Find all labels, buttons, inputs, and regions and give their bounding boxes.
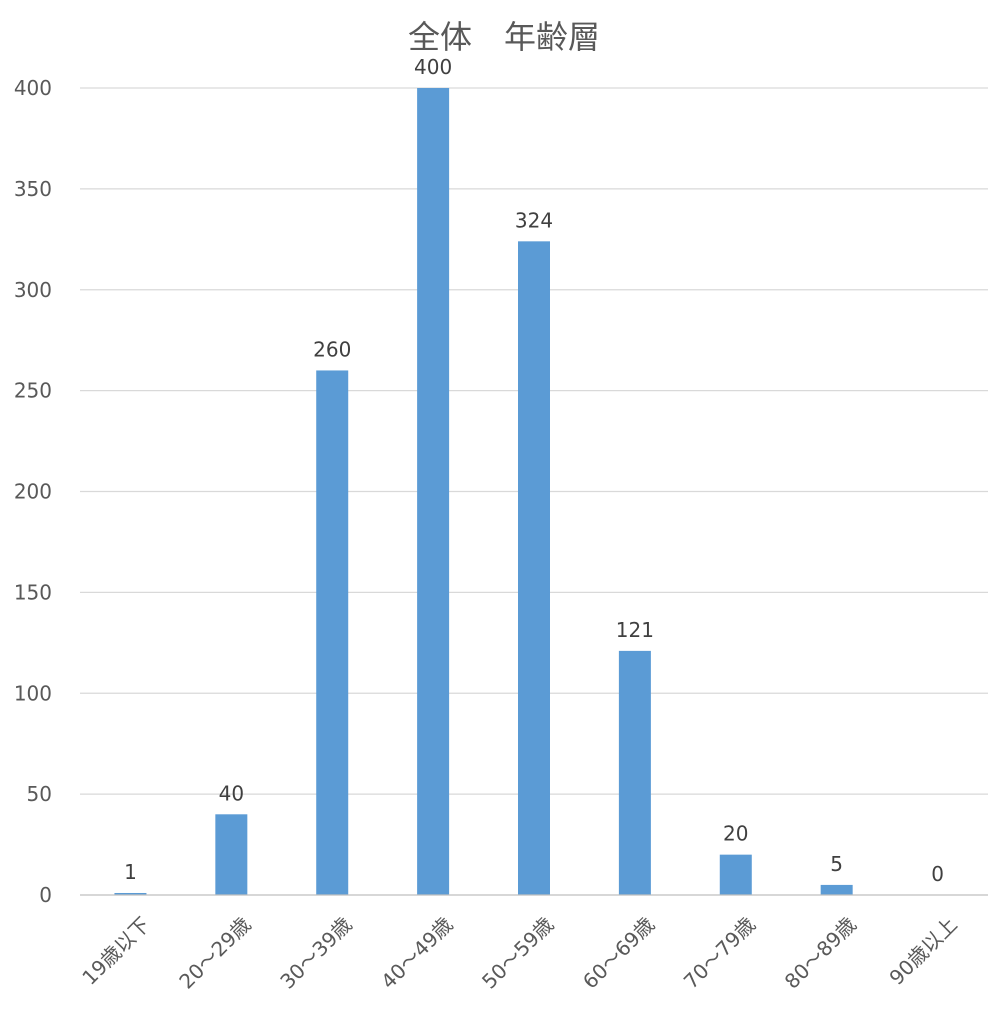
y-tick-label: 100 bbox=[14, 681, 52, 705]
x-tick-label: 19歳以下 bbox=[77, 912, 154, 989]
data-label: 40 bbox=[219, 781, 244, 805]
data-label: 0 bbox=[931, 862, 944, 886]
data-label: 1 bbox=[124, 860, 137, 884]
data-label: 5 bbox=[830, 852, 843, 876]
data-label: 400 bbox=[414, 55, 452, 79]
data-labels: 1 40 260 400 324 121 20 5 0 bbox=[124, 55, 944, 886]
x-tick-label: 90歳以上 bbox=[884, 912, 961, 989]
y-axis-ticks: 0 50 100 150 200 250 300 350 400 bbox=[14, 76, 52, 907]
y-tick-label: 300 bbox=[14, 278, 52, 302]
x-tick-label: 40～49歳 bbox=[376, 912, 457, 993]
x-tick-label: 30～39歳 bbox=[275, 912, 356, 993]
y-tick-label: 0 bbox=[39, 883, 52, 907]
y-tick-label: 250 bbox=[14, 379, 52, 403]
x-tick-label: 60～69歳 bbox=[578, 912, 659, 993]
data-label: 20 bbox=[723, 822, 748, 846]
data-label: 324 bbox=[515, 208, 553, 232]
bar bbox=[618, 650, 651, 895]
bars bbox=[114, 88, 853, 895]
x-axis-ticks: 19歳以下 20～29歳 30～39歳 40～49歳 50～59歳 60～69歳 70～79… bbox=[77, 912, 962, 993]
x-tick-label: 20～29歳 bbox=[174, 912, 255, 993]
bar bbox=[417, 88, 450, 895]
bar bbox=[114, 892, 147, 895]
x-tick-label: 80～89歳 bbox=[780, 912, 861, 993]
x-tick-label: 70～79歳 bbox=[679, 912, 760, 993]
bar bbox=[518, 241, 550, 895]
y-tick-label: 150 bbox=[14, 580, 52, 604]
bar bbox=[719, 854, 752, 895]
data-label: 260 bbox=[313, 337, 351, 361]
bar bbox=[316, 370, 349, 895]
y-tick-label: 50 bbox=[27, 782, 52, 806]
bar bbox=[215, 814, 248, 895]
x-tick-label: 50～59歳 bbox=[477, 912, 558, 993]
y-tick-label: 200 bbox=[14, 480, 52, 504]
y-tick-label: 400 bbox=[14, 76, 52, 100]
y-tick-label: 350 bbox=[14, 177, 52, 201]
chart-title: 全体 年齢層 bbox=[408, 18, 600, 56]
data-label: 121 bbox=[616, 618, 654, 642]
bar bbox=[820, 884, 853, 895]
